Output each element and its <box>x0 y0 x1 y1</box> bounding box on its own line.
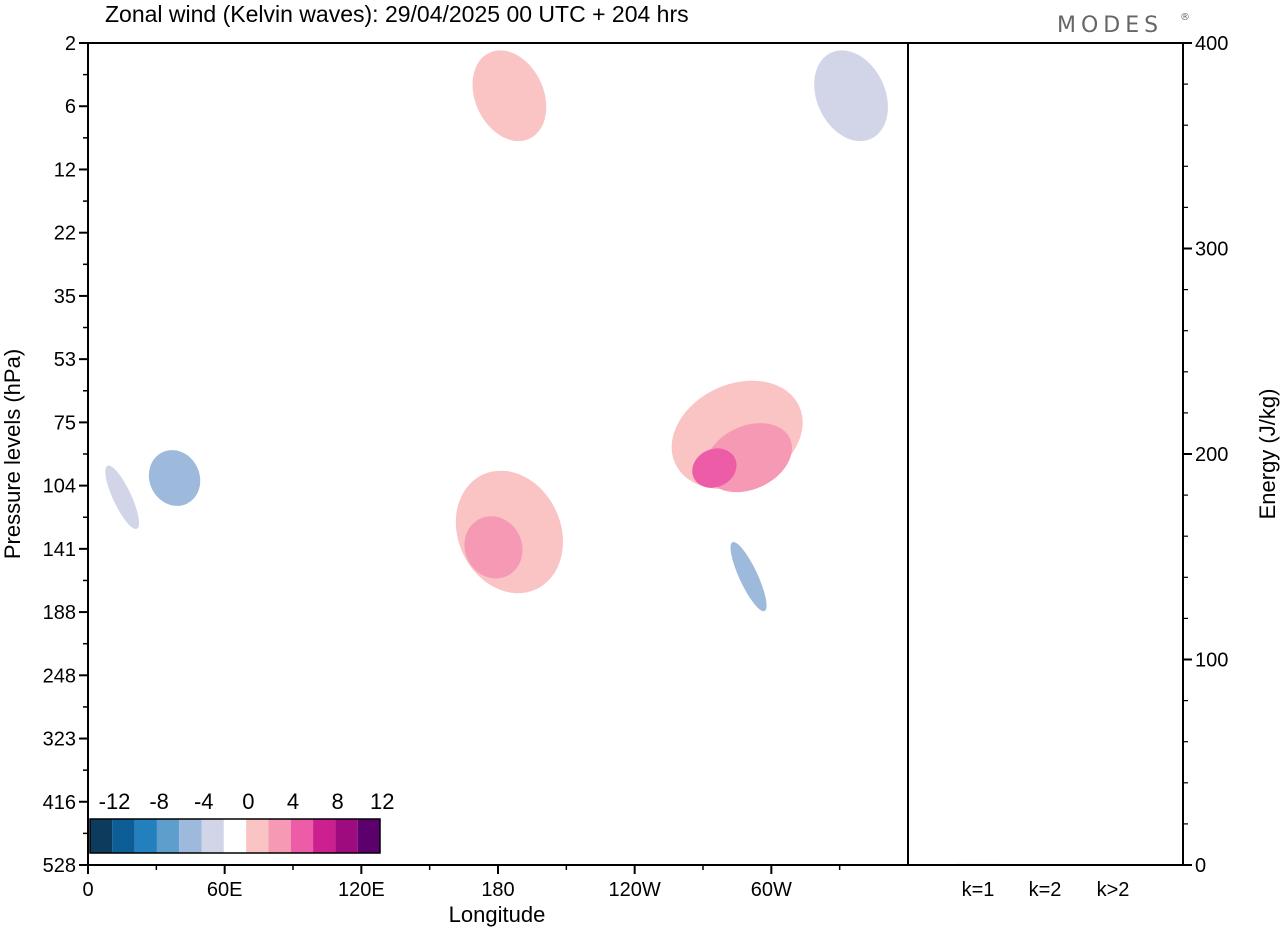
colorbar-swatch <box>112 819 135 853</box>
y-tick-label: 248 <box>43 665 76 687</box>
wavenumber-label: k=2 <box>1029 879 1062 901</box>
colorbar-swatch <box>179 819 202 853</box>
modes-logo: MODES <box>1057 13 1163 38</box>
y-tick-label: 323 <box>43 729 76 751</box>
colorbar-swatch <box>201 819 224 853</box>
x-tick-label: 120W <box>609 879 661 901</box>
colorbar-swatch <box>134 819 157 853</box>
y-tick-label: 528 <box>43 855 76 877</box>
energy-tick-label: 400 <box>1195 33 1228 55</box>
wavenumber-axis: k=1 k=2 k>2 <box>962 879 1130 901</box>
colorbar-label: -12 <box>99 789 131 814</box>
colorbar-swatch <box>313 819 336 853</box>
x-tick-label: 0 <box>82 879 93 901</box>
energy-plot-frame <box>907 42 1184 866</box>
contour-region <box>148 450 201 506</box>
wind-contour-field <box>105 50 888 612</box>
colorbar-label: -8 <box>149 789 169 814</box>
longitude-axis: 0 60E 120E 180 120W 60W <box>82 865 841 901</box>
colorbar-label: -4 <box>194 789 214 814</box>
y-tick-label: 75 <box>54 412 76 434</box>
x-tick-label: 120E <box>338 879 385 901</box>
colorbar-label: 8 <box>331 789 343 814</box>
colorbar-swatch <box>335 819 358 853</box>
contour-region <box>105 465 140 530</box>
y-tick-label: 104 <box>43 476 76 498</box>
y-tick-label: 141 <box>43 539 76 561</box>
contour-region <box>472 50 547 142</box>
y-tick-label: 22 <box>54 223 76 245</box>
y-tick-label: 12 <box>54 159 76 181</box>
y-tick-label: 6 <box>65 96 76 118</box>
colorbar-swatch <box>290 819 314 853</box>
x-tick-label: 60W <box>751 879 792 901</box>
colorbar-swatch <box>156 819 180 853</box>
energy-tick-label: 200 <box>1195 444 1228 466</box>
colorbar-label: 12 <box>370 789 394 814</box>
contour-region <box>692 448 737 488</box>
colorbar: -12 -8 -4 0 4 8 12 <box>89 789 394 854</box>
y-tick-label: 2 <box>65 33 76 55</box>
y-tick-label: 35 <box>54 286 76 308</box>
modes-logo-mark: ® <box>1180 12 1190 23</box>
colorbar-swatch <box>90 819 113 853</box>
y-axis-label: Pressure levels (hPa) <box>0 349 25 559</box>
wavenumber-label: k=1 <box>962 879 995 901</box>
x-tick-label: 180 <box>481 879 514 901</box>
pressure-axis: 2 6 12 22 35 53 75 104 141 188 248 323 416 528 <box>43 33 88 877</box>
colorbar-swatch <box>246 819 269 853</box>
colorbar-swatch <box>223 819 247 853</box>
colorbar-label: 4 <box>287 789 299 814</box>
contour-region <box>464 516 523 579</box>
chart-title: Zonal wind (Kelvin waves): 29/04/2025 00… <box>105 1 689 27</box>
contour-region <box>814 50 888 142</box>
colorbar-label: 0 <box>242 789 254 814</box>
contour-region <box>730 542 767 612</box>
y-tick-label: 188 <box>43 602 76 624</box>
energy-bars <box>956 863 1135 865</box>
energy-tick-label: 300 <box>1195 239 1228 261</box>
energy-axis: 0 100 200 300 400 <box>1183 33 1228 877</box>
energy-tick-label: 0 <box>1195 855 1206 877</box>
energy-axis-label: Energy (J/kg) <box>1255 389 1280 520</box>
energy-tick-label: 100 <box>1195 650 1228 672</box>
x-axis-label: Longitude <box>449 902 546 927</box>
y-tick-label: 53 <box>54 349 76 371</box>
energy-bar <box>956 863 1000 865</box>
y-tick-label: 416 <box>43 792 76 814</box>
x-tick-label: 60E <box>207 879 243 901</box>
colorbar-frame <box>89 818 381 854</box>
wavenumber-label: k>2 <box>1097 879 1130 901</box>
colorbar-swatch <box>357 819 380 853</box>
colorbar-swatch <box>268 819 291 853</box>
